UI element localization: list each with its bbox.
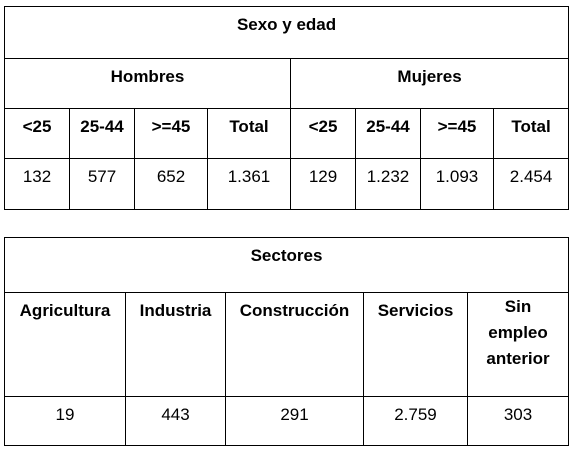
col-header-construccion: Construcción [225,292,364,397]
cell-mujeres-total: 2.454 [492,158,570,210]
group-header-hombres: Hombres [4,58,291,109]
cell-hombres-25-44: 577 [69,158,135,210]
table-title-sectores: Sectores [3,237,570,293]
cell-mujeres-gte45: 1.093 [420,158,494,210]
col-header-mujeres-25-44: 25-44 [355,108,421,159]
cell-servicios: 2.759 [363,396,468,446]
col-header-hombres-total: Total [207,108,291,159]
col-header-sin-empleo-anterior: Sin empleo anterior [466,292,570,397]
group-header-mujeres: Mujeres [289,58,570,109]
cell-hombres-gte45: 652 [134,158,208,210]
col-header-mujeres-total: Total [492,108,570,159]
cell-construccion: 291 [225,396,364,446]
table-title-sexo-edad: Sexo y edad [3,6,570,59]
col-header-agricultura: Agricultura [4,292,126,397]
cell-hombres-total: 1.361 [207,158,291,210]
cell-sin-empleo-anterior: 303 [466,396,570,446]
col-header-servicios: Servicios [363,292,468,397]
sectors-table: Sectores Agricultura Industria Construcc… [3,237,570,446]
cell-hombres-lt25: 132 [4,158,70,210]
cell-agricultura: 19 [4,396,126,446]
sex-age-table: Sexo y edad Hombres Mujeres <25 25-44 >=… [3,6,570,210]
col-header-industria: Industria [125,292,226,397]
table-row: 19 443 291 2.759 303 [4,396,570,446]
col-header-hombres-lt25: <25 [4,108,70,159]
cell-mujeres-lt25: 129 [290,158,356,210]
col-header-hombres-gte45: >=45 [134,108,208,159]
col-header-hombres-25-44: 25-44 [69,108,135,159]
cell-industria: 443 [125,396,226,446]
col-header-mujeres-lt25: <25 [290,108,356,159]
table-row: 132 577 652 1.361 129 1.232 1.093 2.454 [4,158,570,210]
cell-mujeres-25-44: 1.232 [355,158,421,210]
col-header-mujeres-gte45: >=45 [420,108,494,159]
